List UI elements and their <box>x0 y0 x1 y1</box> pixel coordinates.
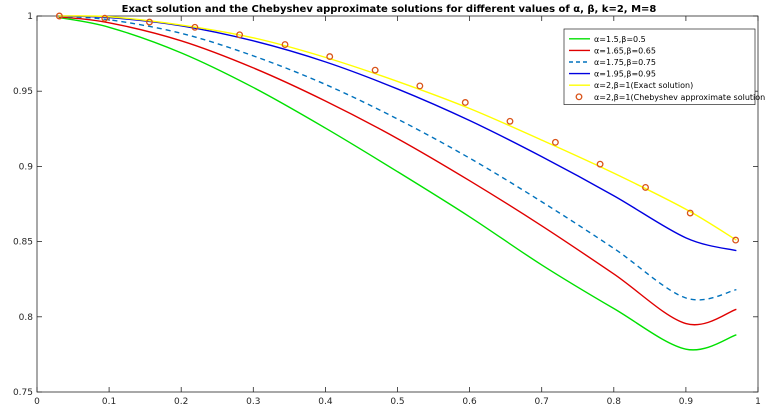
axis-ticks: 0 0.1 0.2 0.3 0.4 0.5 0.6 0.7 0.8 0.9 1 0.75 0.8 0.85… <box>13 12 761 407</box>
x-tick-label: 0.5 <box>390 397 404 407</box>
x-tick-label: 0.6 <box>462 397 477 407</box>
series-marker-6 <box>461 99 469 106</box>
legend-label-2: α=1.65,β=0.65 <box>594 46 656 55</box>
series-line-2 <box>58 16 737 326</box>
legend-label-6: α=2,β=1(Chebyshev approximate solution) <box>594 93 766 102</box>
x-tick-label: 0.1 <box>102 397 116 407</box>
y-tick-label: 0.75 <box>13 388 33 398</box>
series-marker-6 <box>326 53 334 61</box>
legend-marker-6 <box>575 93 583 101</box>
series-marker-6 <box>416 82 424 90</box>
legend: α=1.5,β=0.5 α=1.65,β=0.65 α=1.75,β=0.75 α=1… <box>563 28 766 105</box>
x-tick-label: 0.4 <box>318 397 333 407</box>
x-tick-label: 1 <box>755 397 761 407</box>
chart-title: Exact solution and the Chebyshev approxi… <box>122 4 657 15</box>
series-marker-6 <box>146 18 153 26</box>
series-marker-6 <box>281 41 289 49</box>
series-line-1 <box>58 16 737 351</box>
series-marker-6 <box>686 209 694 217</box>
series-line-5 <box>58 15 737 241</box>
x-tick-label: 0 <box>34 397 40 407</box>
legend-box <box>563 28 756 105</box>
series-marker-6 <box>642 184 649 191</box>
x-tick-label: 0.2 <box>174 397 188 407</box>
series-marker-6 <box>55 12 63 20</box>
legend-label-3: α=1.75,β=0.75 <box>594 58 656 67</box>
series-marker-6 <box>551 138 559 146</box>
y-tick-label: 0.8 <box>19 313 34 323</box>
x-tick-label: 0.7 <box>535 397 549 407</box>
x-tick-label: 0.9 <box>679 397 694 407</box>
series-marker-6 <box>371 66 379 74</box>
series-marker-6 <box>506 117 514 125</box>
series-marker-6 <box>732 236 740 244</box>
legend-label-4: α=1.95,β=0.95 <box>594 70 656 79</box>
series-marker-6 <box>101 14 109 22</box>
x-tick-label: 0.8 <box>607 397 622 407</box>
y-tick-label: 0.9 <box>19 162 34 172</box>
series-marker-6 <box>236 31 244 39</box>
y-tick-label: 0.85 <box>13 238 33 248</box>
y-tick-label: 0.95 <box>13 87 33 97</box>
series-layer <box>55 12 740 351</box>
series-marker-6 <box>191 23 199 31</box>
legend-label-1: α=1.5,β=0.5 <box>594 35 646 44</box>
x-tick-label: 0.3 <box>246 397 260 407</box>
y-tick-label: 1 <box>27 12 33 22</box>
legend-label-5: α=2,β=1(Exact solution) <box>594 81 693 90</box>
series-marker-6 <box>596 160 604 168</box>
series-line-3 <box>58 15 737 301</box>
